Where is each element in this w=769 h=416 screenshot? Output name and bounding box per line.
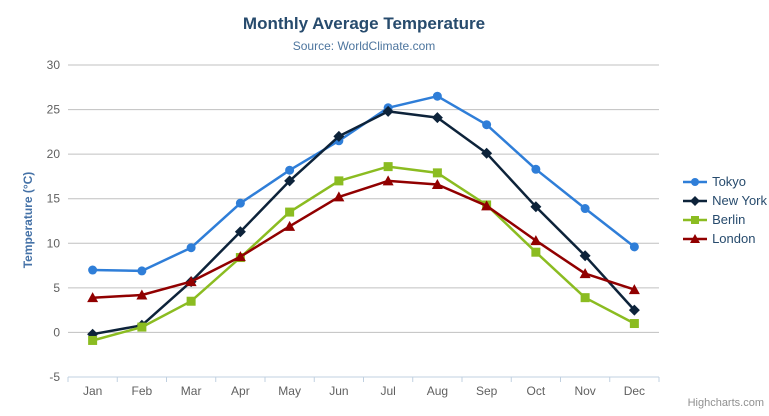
- y-axis-tick-label: -5: [49, 370, 60, 384]
- data-point-marker[interactable]: [284, 220, 296, 231]
- legend-marker[interactable]: [691, 215, 700, 224]
- legend-label: New York: [712, 193, 767, 208]
- x-axis-tick-label: Nov: [574, 384, 595, 398]
- series-line[interactable]: [91, 179, 636, 299]
- y-axis-tick-label: 20: [47, 147, 61, 161]
- data-point-marker[interactable]: [136, 289, 148, 300]
- data-point-marker[interactable]: [530, 235, 542, 246]
- x-axis-tick-label: Aug: [427, 384, 448, 398]
- data-point-marker[interactable]: [333, 130, 345, 142]
- data-point-marker[interactable]: [334, 176, 344, 186]
- legend-label: London: [712, 231, 756, 246]
- line-marker-icon: [683, 177, 708, 186]
- legend-label: Tokyo: [712, 174, 747, 189]
- data-point-marker[interactable]: [186, 243, 196, 253]
- data-point-marker[interactable]: [137, 322, 147, 332]
- data-point-marker[interactable]: [482, 120, 492, 130]
- data-point-marker[interactable]: [234, 251, 246, 262]
- x-axis-tick-label: May: [278, 384, 301, 398]
- series-line[interactable]: [91, 110, 636, 336]
- data-point-marker[interactable]: [629, 319, 639, 329]
- data-point-marker[interactable]: [88, 265, 98, 275]
- data-point-marker[interactable]: [382, 175, 394, 186]
- x-axis-tick-label: Jul: [380, 384, 395, 398]
- chart-subtitle: Source: WorldClimate.com: [292, 39, 436, 53]
- y-axis-tick-label: 0: [53, 325, 60, 339]
- x-axis-tick-label: Apr: [231, 384, 250, 398]
- legend-marker[interactable]: [691, 177, 700, 186]
- data-point-marker[interactable]: [628, 304, 640, 316]
- data-point-marker[interactable]: [432, 168, 442, 178]
- data-point-marker[interactable]: [186, 296, 196, 306]
- data-point-marker[interactable]: [431, 178, 443, 189]
- data-point-marker[interactable]: [234, 226, 246, 238]
- series-tokyo: [88, 91, 639, 276]
- y-axis-tick-label: 30: [47, 58, 61, 72]
- data-point-marker[interactable]: [88, 335, 98, 345]
- legend-item-tokyo[interactable]: Tokyo: [683, 172, 767, 191]
- legend-marker[interactable]: [690, 195, 701, 206]
- x-axis-tick-label: Mar: [181, 384, 202, 398]
- data-point-marker[interactable]: [530, 201, 542, 213]
- credits-link[interactable]: Highcharts.com: [687, 397, 764, 409]
- y-axis-tick-label: 5: [53, 281, 60, 295]
- data-point-marker[interactable]: [481, 200, 493, 211]
- legend: Tokyo New York Berlin London: [683, 172, 767, 248]
- data-point-marker[interactable]: [531, 164, 541, 174]
- series-line[interactable]: [91, 165, 636, 342]
- data-point-marker[interactable]: [481, 147, 493, 159]
- line-marker-icon: [683, 195, 708, 206]
- data-point-marker[interactable]: [628, 284, 640, 295]
- data-point-marker[interactable]: [580, 204, 590, 214]
- y-axis-tick-label: 15: [47, 192, 61, 206]
- line-marker-icon: [683, 215, 708, 224]
- data-point-marker[interactable]: [284, 175, 296, 187]
- legend-item-london[interactable]: London: [683, 229, 767, 248]
- legend-item-new-york[interactable]: New York: [683, 191, 767, 210]
- legend-label: Berlin: [712, 212, 746, 227]
- legend-marker[interactable]: [690, 233, 701, 243]
- data-point-marker[interactable]: [285, 165, 295, 175]
- y-axis-title: Temperature (°C): [21, 171, 35, 269]
- data-point-marker[interactable]: [235, 198, 245, 208]
- export-menu-button[interactable]: [733, 16, 759, 38]
- x-axis-tick-label: Feb: [132, 384, 153, 398]
- series-new-york: [87, 105, 640, 340]
- data-point-marker[interactable]: [580, 293, 590, 303]
- data-point-marker[interactable]: [382, 105, 394, 117]
- data-point-marker[interactable]: [137, 266, 147, 276]
- y-axis-tick-label: 10: [47, 236, 61, 250]
- data-point-marker[interactable]: [383, 162, 393, 172]
- series-london: [87, 175, 640, 303]
- x-axis-tick-label: Jun: [329, 384, 348, 398]
- data-point-marker[interactable]: [579, 250, 591, 262]
- x-axis-tick-label: Dec: [624, 384, 645, 398]
- data-point-marker[interactable]: [629, 242, 639, 252]
- chart-title: Monthly Average Temperature: [242, 14, 486, 33]
- legend-item-berlin[interactable]: Berlin: [683, 210, 767, 229]
- x-axis-tick-label: Sep: [476, 384, 498, 398]
- series-line[interactable]: [91, 94, 636, 273]
- data-point-marker[interactable]: [432, 91, 442, 101]
- y-axis-tick-label: 25: [47, 103, 61, 117]
- x-axis-tick-label: Jan: [83, 384, 102, 398]
- data-point-marker[interactable]: [285, 207, 295, 217]
- data-point-marker[interactable]: [87, 292, 99, 303]
- data-point-marker[interactable]: [431, 112, 443, 124]
- line-marker-icon: [683, 233, 708, 243]
- data-point-marker[interactable]: [185, 276, 197, 287]
- x-axis-tick-label: Oct: [527, 384, 546, 398]
- data-point-marker[interactable]: [531, 247, 541, 257]
- data-point-marker[interactable]: [579, 268, 591, 279]
- data-point-marker[interactable]: [333, 191, 345, 202]
